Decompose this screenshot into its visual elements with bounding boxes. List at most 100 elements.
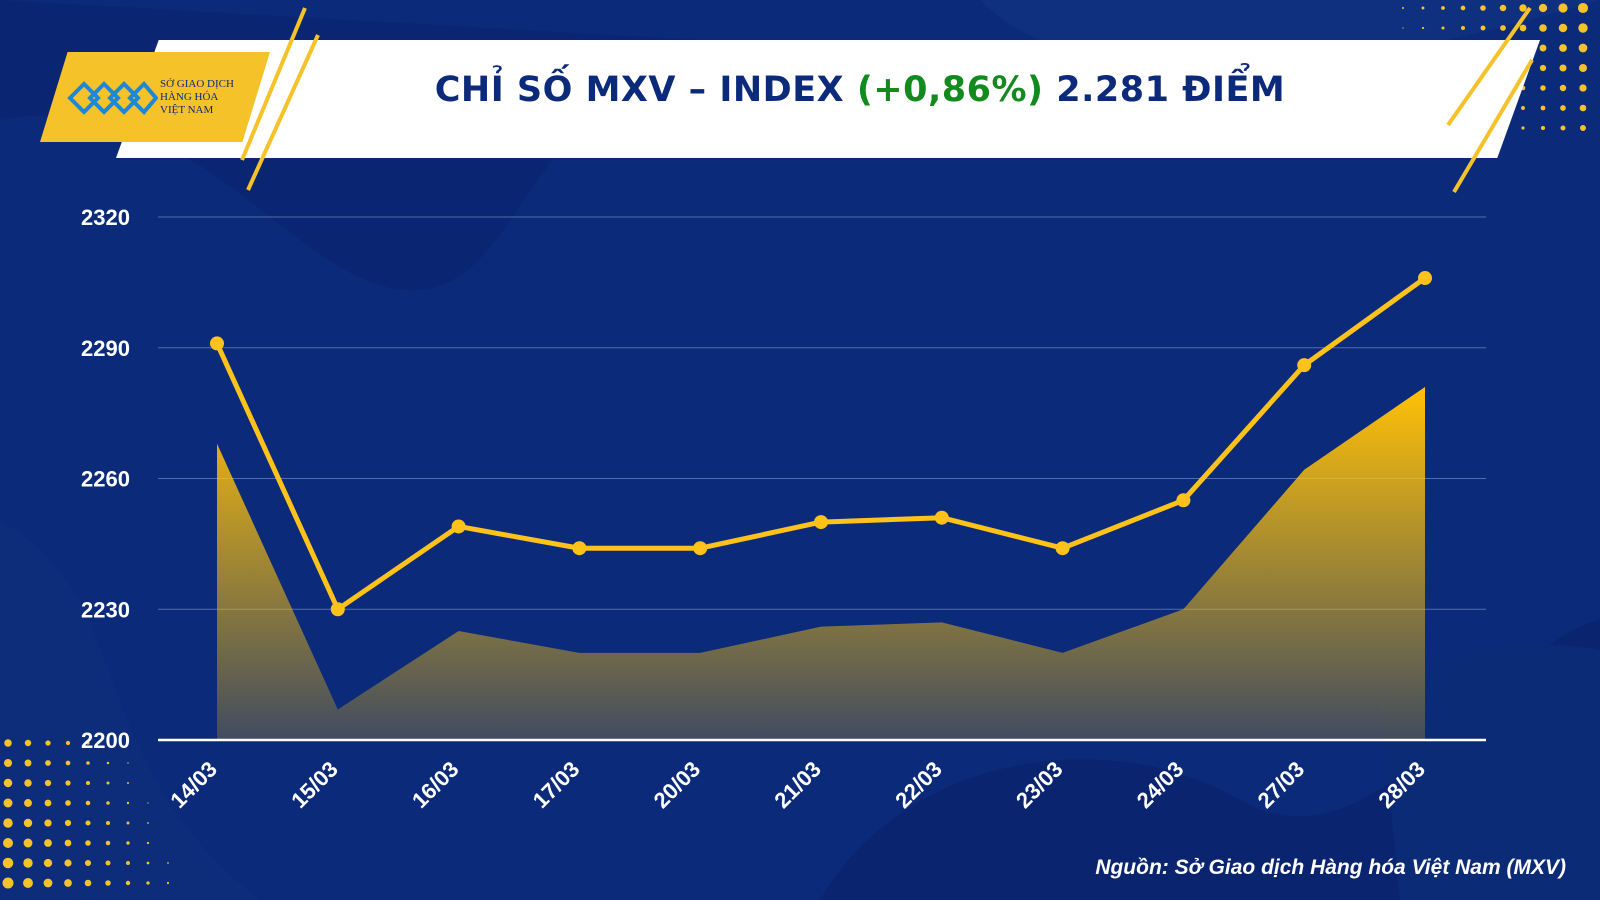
data-point	[934, 510, 949, 525]
x-tick-label: 17/03	[528, 756, 585, 813]
decor-dot	[86, 761, 90, 765]
decor-dot	[126, 801, 130, 805]
decor-dot	[106, 761, 110, 765]
logo-text-line: Việt Nam	[160, 104, 214, 116]
data-point	[1176, 493, 1191, 508]
decor-dot	[84, 879, 92, 887]
decor-dot	[1539, 44, 1547, 52]
decor-dot	[65, 760, 71, 766]
decor-dot	[1519, 4, 1527, 12]
decor-dot	[1521, 106, 1525, 110]
page-title: CHỈ SỐ MXV – INDEX (+0,86%) 2.281 ĐIỂM	[340, 70, 1380, 110]
data-point	[1297, 358, 1312, 373]
decor-dot	[147, 802, 149, 804]
decor-dot	[44, 799, 52, 807]
decor-dot	[1521, 126, 1525, 130]
decor-dot	[3, 838, 13, 848]
decor-dot	[84, 859, 92, 867]
decor-dot	[3, 778, 13, 788]
decor-dot	[1540, 85, 1546, 91]
decor-dot	[23, 838, 33, 848]
data-point	[814, 515, 828, 530]
decor-dot	[3, 818, 13, 828]
decor-dot	[126, 821, 130, 825]
title-change: (+0,86%)	[856, 70, 1044, 110]
decor-dot	[1500, 25, 1506, 31]
x-tick-label: 16/03	[407, 756, 464, 813]
logo-text-line: Sở Giao Dịch	[160, 78, 234, 90]
decor-dot	[24, 779, 32, 787]
decor-dot	[85, 780, 91, 786]
decor-dot	[1577, 2, 1589, 14]
decor-dot	[1519, 24, 1527, 32]
decor-dot	[45, 760, 51, 766]
title-banner	[116, 40, 1540, 158]
decor-dot	[1421, 26, 1425, 30]
x-tick-label: 20/03	[649, 756, 706, 813]
decor-dot	[44, 839, 52, 847]
decor-dot	[147, 822, 149, 824]
decor-dot	[1441, 6, 1445, 10]
decor-dot	[23, 878, 33, 888]
decor-dot	[106, 801, 110, 805]
decor-dot	[1460, 5, 1466, 11]
x-tick-label: 21/03	[769, 756, 826, 813]
data-point	[1418, 271, 1432, 286]
decor-dot	[166, 881, 170, 885]
x-tick-label: 23/03	[1011, 756, 1068, 813]
decor-dot	[1539, 64, 1547, 72]
y-tick-label: 2200	[81, 728, 130, 753]
source-note: Nguồn: Sở Giao dịch Hàng hóa Việt Nam (M…	[1095, 856, 1566, 879]
decor-dot	[1559, 44, 1567, 52]
decor-dot	[65, 740, 71, 746]
data-point	[693, 541, 708, 556]
yellow-stripes-left	[240, 7, 320, 191]
decor-dot	[24, 799, 32, 807]
data-point	[572, 541, 587, 556]
data-point	[210, 336, 224, 351]
decor-dot	[126, 841, 130, 845]
x-tick-label: 28/03	[1373, 756, 1430, 813]
decor-dot	[146, 861, 150, 865]
dot-pattern-bottom-left	[2, 739, 170, 889]
decor-dot	[4, 739, 12, 747]
decor-dot	[1539, 24, 1547, 32]
decor-dot	[167, 862, 169, 864]
decor-dot	[1402, 27, 1404, 29]
decor-dot	[1579, 104, 1587, 112]
decor-dot	[65, 800, 71, 806]
decor-dot	[64, 859, 72, 867]
decor-dot	[1540, 125, 1546, 131]
decor-dot	[107, 742, 109, 744]
decor-dot	[1402, 7, 1404, 9]
decor-dot	[86, 741, 90, 745]
decor-dot	[1540, 105, 1546, 111]
decor-dot	[23, 858, 33, 868]
decor-dot	[24, 759, 32, 767]
logo-text-line: Hàng Hóa	[160, 91, 219, 103]
decor-dot	[45, 740, 51, 746]
decor-dot	[1559, 84, 1567, 92]
decor-dot	[1441, 26, 1445, 30]
x-tick-label: 24/03	[1132, 756, 1189, 813]
decor-dot	[85, 840, 91, 846]
decor-dot	[43, 878, 53, 888]
decor-dot	[23, 818, 33, 828]
decor-dot	[1421, 6, 1425, 10]
data-point	[330, 602, 345, 617]
decor-dot	[125, 880, 131, 886]
x-tick-label: 15/03	[286, 756, 343, 813]
decor-dot	[4, 759, 12, 767]
decor-dot	[44, 819, 52, 827]
decor-dot	[105, 880, 111, 886]
title-value: 2.281 ĐIỂM	[1056, 70, 1286, 110]
x-tick-label: 14/03	[165, 756, 222, 813]
area-series	[217, 386, 1425, 740]
decor-dot	[146, 841, 150, 845]
decor-dot	[24, 739, 32, 747]
x-tick-label: 22/03	[890, 756, 947, 813]
decor-dot	[64, 819, 72, 827]
decor-dot	[85, 820, 91, 826]
decor-dot	[1560, 105, 1566, 111]
